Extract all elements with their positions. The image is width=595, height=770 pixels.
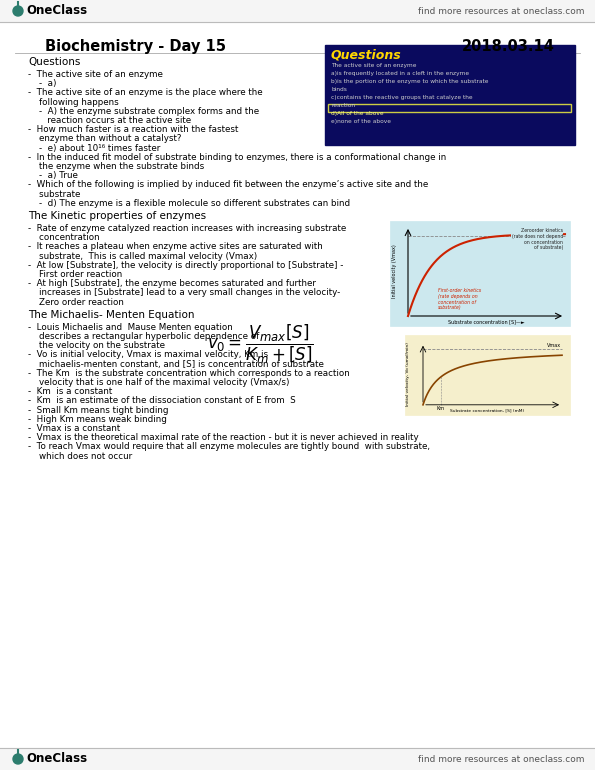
Text: michaelis-menten constant, and [S] is concentration of substrate: michaelis-menten constant, and [S] is co… (28, 360, 324, 369)
Text: Initial velocity (Vmax): Initial velocity (Vmax) (392, 244, 397, 298)
Text: b)is the portion of the enzyme to which the substrate: b)is the portion of the enzyme to which … (331, 79, 488, 84)
Text: enzyme than without a catalyst?: enzyme than without a catalyst? (28, 135, 181, 143)
Text: -  e) about 10¹⁶ times faster: - e) about 10¹⁶ times faster (28, 143, 161, 152)
Text: -  To reach Vmax would require that all enzyme molecules are tightly bound  with: - To reach Vmax would require that all e… (28, 443, 430, 451)
Text: c)contains the reactive groups that catalyze the: c)contains the reactive groups that cata… (331, 95, 472, 100)
Text: binds: binds (331, 87, 347, 92)
Text: -  Vmax is the theoretical maximal rate of the reaction - but it is never achiev: - Vmax is the theoretical maximal rate o… (28, 434, 419, 442)
Text: -  Vo is initial velocity, Vmax is maximal velocity, Km is: - Vo is initial velocity, Vmax is maxima… (28, 350, 268, 360)
Text: -  A) the enzyme substrate complex forms and the: - A) the enzyme substrate complex forms … (28, 107, 259, 116)
Text: -  Louis Michaelis and  Mause Menten equation: - Louis Michaelis and Mause Menten equat… (28, 323, 233, 332)
Text: describes a rectangular hyperbolic dependence of: describes a rectangular hyperbolic depen… (28, 332, 259, 341)
Circle shape (13, 6, 23, 16)
Text: d)All of the above: d)All of the above (331, 111, 384, 116)
Text: -  Small Km means tight binding: - Small Km means tight binding (28, 406, 168, 414)
Text: Initial velocity, Vo (umol/min): Initial velocity, Vo (umol/min) (406, 342, 410, 406)
Text: Substrate concentration [S]—►: Substrate concentration [S]—► (448, 319, 525, 324)
Text: concentration: concentration (28, 233, 99, 243)
Text: Vmax: Vmax (547, 343, 561, 348)
Text: reaction: reaction (331, 103, 355, 108)
Bar (328, 104, 571, 112)
Bar (405, 335, 570, 415)
Text: Km: Km (437, 406, 445, 411)
Text: a)is frequently located in a cleft in the enzyme: a)is frequently located in a cleft in th… (331, 71, 469, 76)
Text: velocity that is one half of the maximal velocity (Vmax/s): velocity that is one half of the maximal… (28, 378, 290, 387)
Text: Substrate concentration, [S] (mM): Substrate concentration, [S] (mM) (450, 409, 525, 413)
Text: 2018.03.14: 2018.03.14 (462, 39, 555, 54)
Bar (0, 0, 595, 22)
Text: -  At low [Substrate], the velocity is directly proportional to [Substrate] -: - At low [Substrate], the velocity is di… (28, 261, 343, 270)
Bar (0, 748, 595, 770)
Text: reaction occurs at the active site: reaction occurs at the active site (28, 116, 191, 125)
Text: -  The Km  is the substrate concentration which corresponds to a reaction: - The Km is the substrate concentration … (28, 369, 350, 378)
Text: find more resources at oneclass.com: find more resources at oneclass.com (418, 6, 585, 15)
Text: the enzyme when the substrate binds: the enzyme when the substrate binds (28, 162, 204, 171)
Text: -  Vmax is a constant: - Vmax is a constant (28, 424, 120, 433)
Text: -  At high [Substrate], the enzyme becomes saturated and further: - At high [Substrate], the enzyme become… (28, 280, 316, 288)
Text: the velocity on the substrate: the velocity on the substrate (28, 341, 165, 350)
Text: -  The active site of an enzyme is the place where the: - The active site of an enzyme is the pl… (28, 89, 262, 97)
Text: -  Rate of enzyme catalyzed reaction increases with increasing substrate: - Rate of enzyme catalyzed reaction incr… (28, 224, 346, 233)
Text: -  a): - a) (28, 79, 57, 89)
Text: -  It reaches a plateau when enzyme active sites are saturated with: - It reaches a plateau when enzyme activ… (28, 243, 322, 251)
Text: -  In the induced fit model of substrate binding to enzymes, there is a conforma: - In the induced fit model of substrate … (28, 152, 446, 162)
Text: -  Which of the following is implied by induced fit between the enzyme’s active : - Which of the following is implied by i… (28, 180, 428, 189)
Text: -  Km  is an estimate of the dissociation constant of E from  S: - Km is an estimate of the dissociation … (28, 397, 296, 405)
Text: OneClass: OneClass (26, 752, 87, 765)
Text: -  a) True: - a) True (28, 171, 78, 180)
Text: -  The active site of an enzyme: - The active site of an enzyme (28, 70, 163, 79)
Text: Questions: Questions (331, 49, 402, 62)
Text: -  High Km means weak binding: - High Km means weak binding (28, 415, 167, 424)
Text: OneClass: OneClass (26, 5, 87, 18)
Text: First-order kinetics
(rate depends on
concentration of
substrate): First-order kinetics (rate depends on co… (438, 288, 481, 310)
Text: The Michaelis- Menten Equation: The Michaelis- Menten Equation (28, 310, 195, 320)
Text: Questions: Questions (28, 57, 80, 67)
Text: substrate: substrate (28, 189, 80, 199)
Circle shape (13, 754, 23, 764)
Text: substrate,  This is called maximal velocity (Vmax): substrate, This is called maximal veloci… (28, 252, 257, 260)
Text: $v_0 = \dfrac{V_{max}[S]}{K_m + [S]}$: $v_0 = \dfrac{V_{max}[S]}{K_m + [S]}$ (206, 323, 314, 367)
Text: The active site of an enzyme: The active site of an enzyme (331, 63, 416, 68)
Text: increases in [Substrate] lead to a very small changes in the velocity-: increases in [Substrate] lead to a very … (28, 289, 340, 297)
Text: Biochemistry - Day 15: Biochemistry - Day 15 (45, 39, 226, 54)
Text: following happens: following happens (28, 98, 119, 106)
Text: find more resources at oneclass.com: find more resources at oneclass.com (418, 755, 585, 764)
Text: Zero order reaction: Zero order reaction (28, 297, 124, 306)
Text: -  Km  is a constant: - Km is a constant (28, 387, 112, 397)
Bar (325, 45, 575, 145)
Text: -  d) The enzyme is a flexible molecule so different substrates can bind: - d) The enzyme is a flexible molecule s… (28, 199, 350, 208)
Text: e)none of the above: e)none of the above (331, 119, 391, 124)
Text: First order reaction: First order reaction (28, 270, 122, 279)
Text: which does not occur: which does not occur (28, 451, 132, 460)
Text: Zeroorder kinetics
(rate does not depend
on concentration
of substrate): Zeroorder kinetics (rate does not depend… (512, 228, 563, 250)
Text: -  How much faster is a reaction with the fastest: - How much faster is a reaction with the… (28, 126, 239, 134)
Bar (390, 221, 570, 326)
Text: The Kinetic properties of enzymes: The Kinetic properties of enzymes (28, 211, 206, 221)
